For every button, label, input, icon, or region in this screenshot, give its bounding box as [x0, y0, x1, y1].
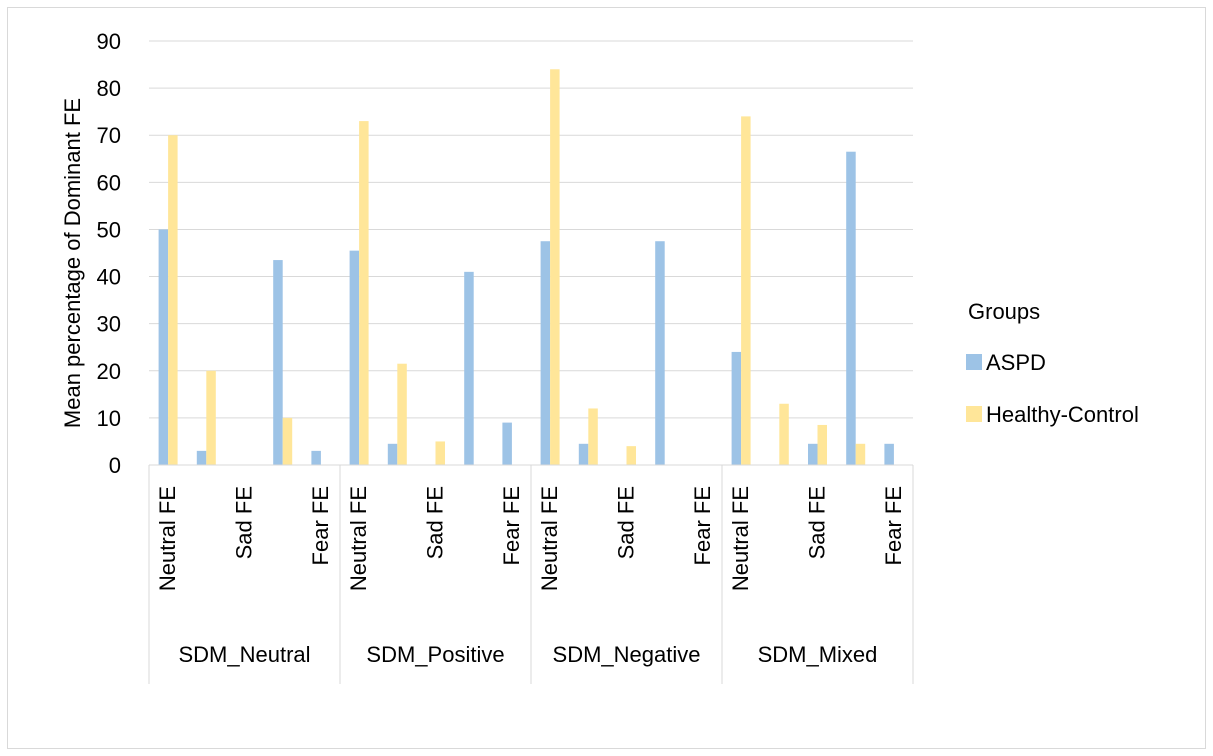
bar-aspd [387, 443, 398, 465]
x-tick-label: Fear FE [499, 486, 524, 565]
x-tick-label: Sad FE [232, 486, 257, 559]
bar-aspd [808, 443, 818, 465]
bar-healthy-control [855, 443, 866, 465]
bar-aspd [273, 260, 283, 465]
legend: Groups ASPD Healthy-Control [966, 299, 1139, 427]
bar-aspd [464, 271, 474, 465]
bar-healthy-control [282, 417, 293, 465]
y-tick-label: 80 [97, 76, 121, 101]
bar-aspd [655, 241, 665, 465]
y-tick-label: 40 [97, 265, 121, 290]
bar-aspd [158, 229, 169, 465]
y-tick-label: 10 [97, 406, 121, 431]
x-axis: Neutral FE Sad FE Fear FE SDM_Neutral Neutra… [148, 464, 914, 684]
chart-frame: 0 10 20 30 40 50 60 70 80 90 Neutral FE Sad FE Fear… [7, 7, 1206, 749]
bar-healthy-control [550, 69, 560, 465]
bar-aspd [502, 422, 512, 465]
legend-label: Healthy-Control [986, 402, 1139, 427]
bar-healthy-control [817, 424, 827, 465]
bar-healthy-control [741, 116, 751, 465]
bar-healthy-control [588, 408, 598, 465]
y-tick-label: 60 [97, 170, 121, 195]
bar-aspd [196, 450, 207, 465]
bar-aspd [884, 443, 894, 465]
bars [158, 69, 894, 465]
bar-healthy-control [435, 441, 445, 465]
bar-aspd [311, 450, 321, 465]
y-tick-label: 50 [97, 217, 121, 242]
bar-chart: 0 10 20 30 40 50 60 70 80 90 Neutral FE Sad FE Fear… [60, 29, 1139, 684]
bar-healthy-control [779, 403, 789, 465]
legend-label: ASPD [986, 350, 1046, 375]
bar-aspd [578, 443, 589, 465]
y-axis-title: Mean percentage of Dominant FE [60, 98, 85, 428]
y-tick-label: 20 [97, 359, 121, 384]
y-tick-label: 70 [97, 123, 121, 148]
x-tick-label: Fear FE [881, 486, 906, 565]
bar-healthy-control [168, 135, 178, 465]
legend-title: Groups [968, 299, 1040, 324]
x-tick-label: Neutral FE [346, 486, 371, 591]
x-tick-label: Sad FE [423, 486, 448, 559]
bar-aspd [731, 351, 742, 465]
x-tick-label: Fear FE [308, 486, 333, 565]
bar-aspd [846, 151, 856, 465]
y-axis-tick-labels: 0 10 20 30 40 50 60 70 80 90 [97, 29, 121, 478]
bar-healthy-control [397, 363, 407, 465]
x-group-label: SDM_Neutral [178, 642, 310, 667]
x-tick-label: Neutral FE [728, 486, 753, 591]
x-tick-label: Neutral FE [537, 486, 562, 591]
x-tick-label: Sad FE [805, 486, 830, 559]
y-tick-label: 0 [109, 453, 121, 478]
y-tick-label: 30 [97, 312, 121, 337]
x-group-label: SDM_Positive [366, 642, 504, 667]
legend-swatch [966, 354, 982, 370]
x-tick-label: Neutral FE [155, 486, 180, 591]
y-tick-label: 90 [97, 29, 121, 54]
x-tick-label: Fear FE [690, 486, 715, 565]
bar-aspd [540, 241, 551, 465]
gridlines [149, 40, 913, 419]
x-group-label: SDM_Negative [553, 642, 701, 667]
bar-healthy-control [626, 446, 636, 465]
legend-swatch [966, 406, 982, 422]
bar-aspd [349, 250, 360, 465]
bar-healthy-control [359, 121, 369, 465]
bar-healthy-control [206, 370, 216, 465]
x-tick-label: Sad FE [614, 486, 639, 559]
x-group-label: SDM_Mixed [758, 642, 878, 667]
